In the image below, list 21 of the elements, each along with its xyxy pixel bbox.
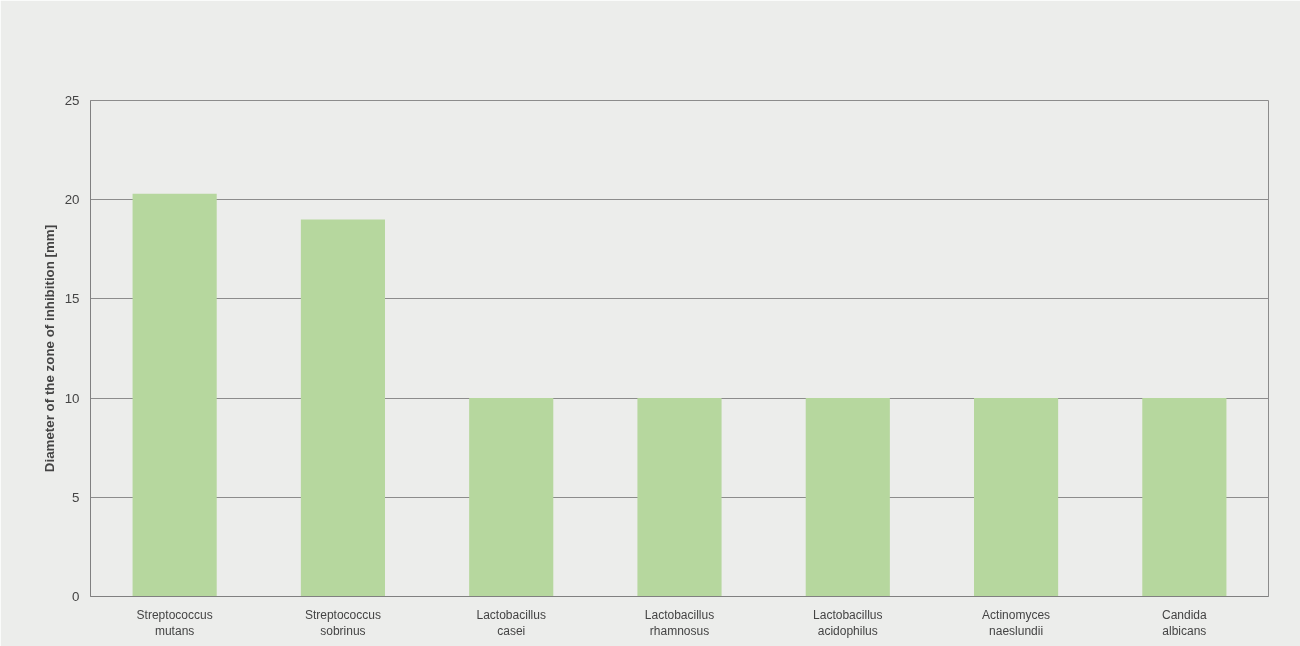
x-tick-label: Lactobacillus rhamnosus	[644, 607, 715, 639]
bar	[132, 193, 217, 597]
x-tick-label: Candida albicans	[1162, 607, 1208, 639]
y-tick-label: 25	[64, 93, 80, 108]
bar	[805, 398, 890, 597]
y-tick-label: 15	[64, 291, 80, 307]
y-tick-label: 5	[72, 489, 80, 505]
x-tick-label: Actinomyces naeslundii	[982, 607, 1051, 639]
bar	[1142, 398, 1227, 597]
y-tick-label: 20	[64, 192, 80, 208]
y-axis-title: Diameter of the zone of inhibition [mm]	[41, 224, 57, 473]
bar	[300, 219, 385, 597]
y-tick-label: 10	[64, 390, 80, 406]
bar	[469, 398, 554, 597]
x-tick-label: Streptococcus mutans	[136, 607, 213, 639]
bar	[974, 398, 1059, 597]
x-tick-label: Lactobacillus casei	[476, 607, 546, 639]
x-tick-label: Streptococcus sobrinus	[304, 607, 381, 639]
x-tick-label: Lactobacillus acidophilus	[813, 607, 883, 639]
y-tick-label: 0	[72, 589, 80, 604]
bar	[637, 398, 722, 597]
